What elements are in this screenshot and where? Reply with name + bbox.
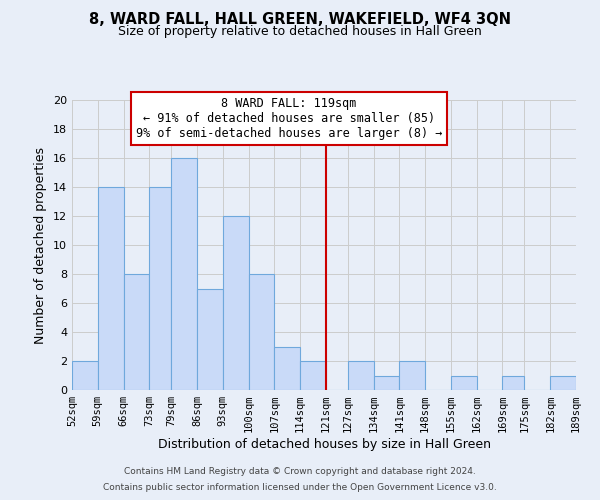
Bar: [300, 361, 326, 390]
Bar: [400, 361, 425, 390]
Bar: [348, 361, 374, 390]
Bar: [124, 274, 149, 390]
Bar: [550, 376, 576, 390]
Bar: [98, 187, 124, 390]
Text: 8, WARD FALL, HALL GREEN, WAKEFIELD, WF4 3QN: 8, WARD FALL, HALL GREEN, WAKEFIELD, WF4…: [89, 12, 511, 28]
Bar: [149, 187, 172, 390]
X-axis label: Distribution of detached houses by size in Hall Green: Distribution of detached houses by size …: [157, 438, 491, 451]
Text: Contains HM Land Registry data © Crown copyright and database right 2024.: Contains HM Land Registry data © Crown c…: [124, 467, 476, 476]
Text: Size of property relative to detached houses in Hall Green: Size of property relative to detached ho…: [118, 25, 482, 38]
Bar: [274, 346, 300, 390]
Bar: [451, 376, 476, 390]
Bar: [72, 361, 98, 390]
Bar: [197, 288, 223, 390]
Bar: [374, 376, 400, 390]
Y-axis label: Number of detached properties: Number of detached properties: [34, 146, 47, 344]
Bar: [172, 158, 197, 390]
Text: Contains public sector information licensed under the Open Government Licence v3: Contains public sector information licen…: [103, 484, 497, 492]
Bar: [223, 216, 248, 390]
Text: 8 WARD FALL: 119sqm
← 91% of detached houses are smaller (85)
9% of semi-detache: 8 WARD FALL: 119sqm ← 91% of detached ho…: [136, 97, 442, 140]
Bar: [248, 274, 274, 390]
Bar: [502, 376, 524, 390]
